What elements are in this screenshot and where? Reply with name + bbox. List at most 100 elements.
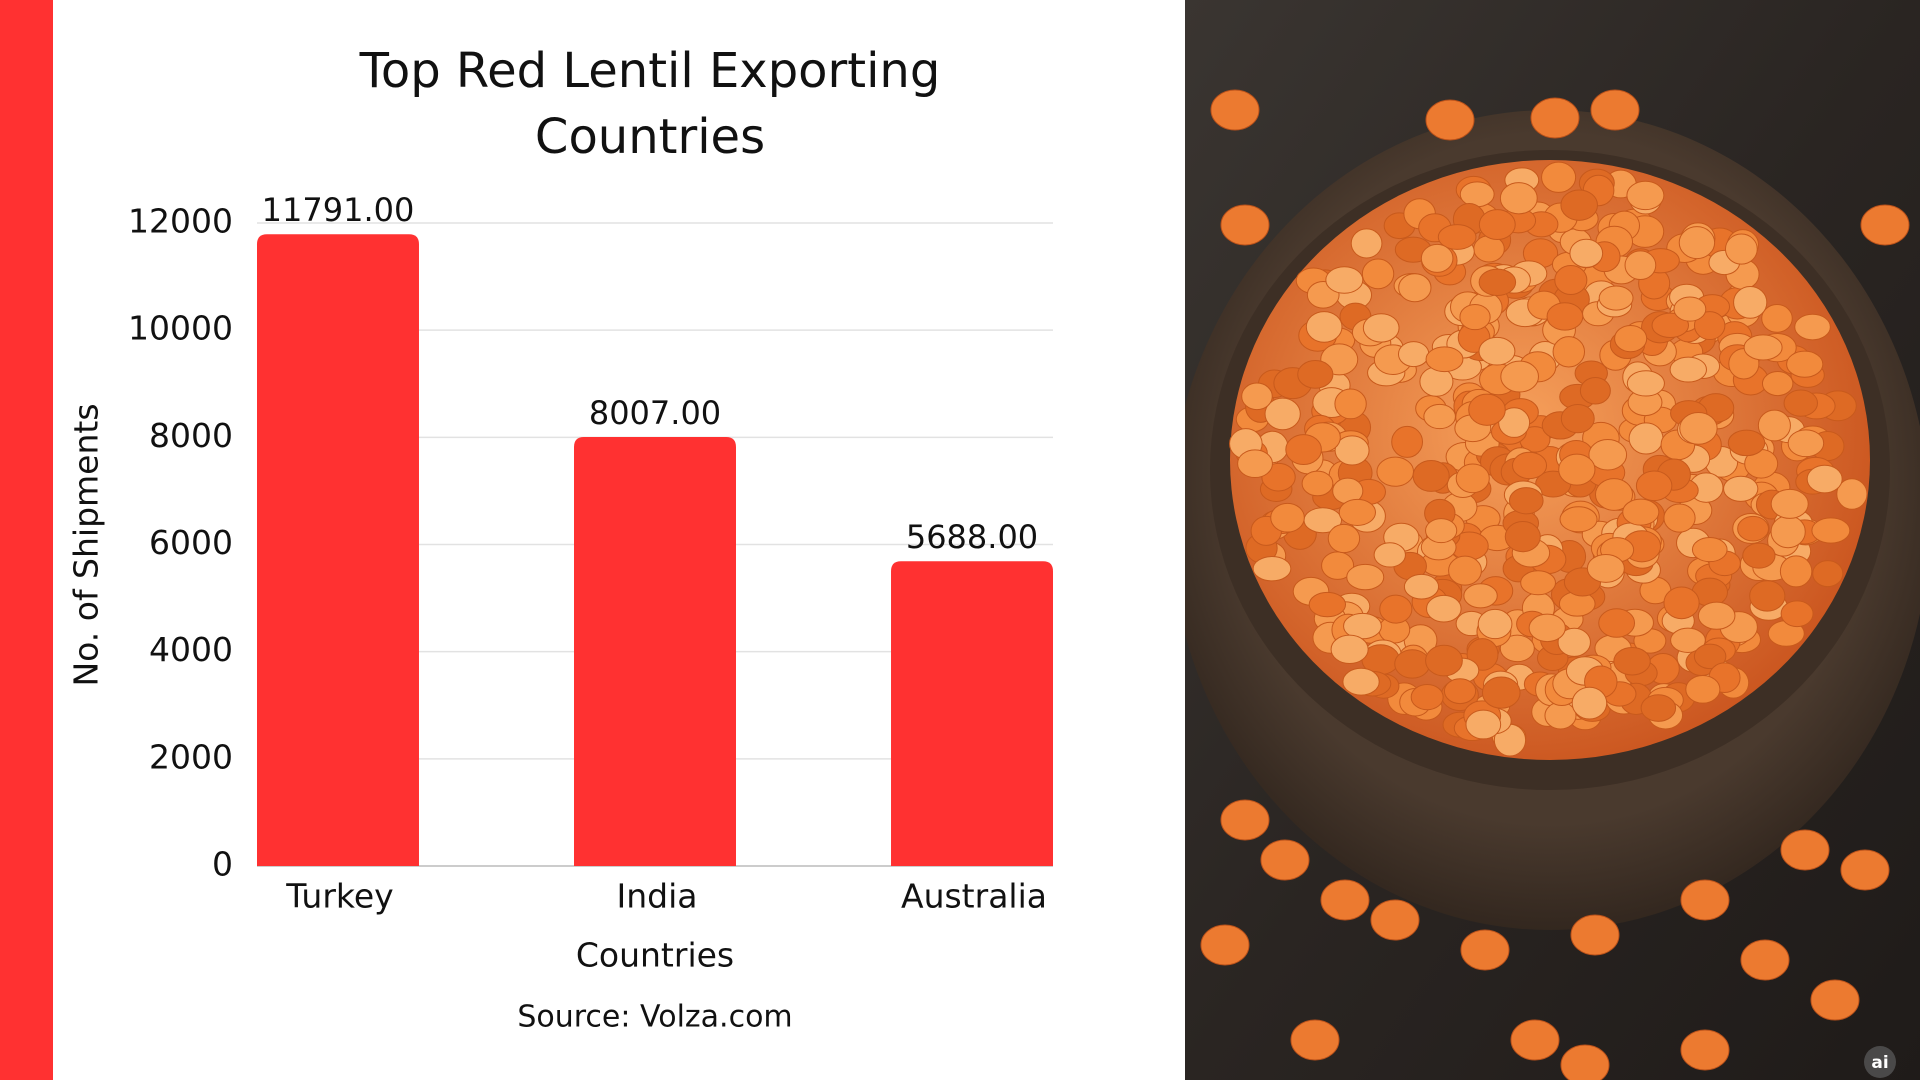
- lentil: [1794, 313, 1831, 341]
- lentil: [1586, 553, 1625, 583]
- y-axis-title: No. of Shipments: [67, 403, 106, 686]
- lentil: [1693, 311, 1726, 341]
- lentil: [1626, 370, 1665, 397]
- lentil: [1780, 600, 1814, 628]
- y-tick-label: 0: [212, 845, 233, 884]
- lentil: [1478, 268, 1517, 296]
- lentil: [1498, 407, 1531, 438]
- bar: [891, 561, 1053, 866]
- loose-lentil: [1210, 89, 1260, 131]
- lentil: [1459, 303, 1491, 331]
- lentil: [1499, 634, 1535, 663]
- lentil: [1559, 506, 1598, 533]
- lentil: [1678, 226, 1716, 260]
- x-tick-label: Turkey: [285, 877, 393, 916]
- lentil: [1724, 233, 1758, 265]
- x-tick-label: Australia: [901, 877, 1047, 916]
- photo-badge: ai: [1871, 1053, 1888, 1073]
- loose-lentil: [1740, 939, 1790, 981]
- loose-lentil: [1680, 879, 1730, 921]
- lentil: [1691, 537, 1728, 563]
- lentil: [1806, 464, 1843, 494]
- value-label: 5688.00: [906, 518, 1038, 556]
- value-label: 8007.00: [589, 394, 721, 432]
- lentil: [1742, 542, 1776, 569]
- lentil: [1541, 161, 1577, 193]
- lentil: [1727, 429, 1766, 457]
- x-tick-label: India: [617, 877, 698, 916]
- lentil: [1663, 503, 1696, 533]
- lentil: [1669, 356, 1707, 383]
- lentil: [1552, 336, 1586, 368]
- lentil: [1468, 393, 1506, 426]
- lentil: [1560, 404, 1595, 434]
- lentil-photo: ai: [1185, 0, 1920, 1080]
- lentil: [1560, 189, 1598, 221]
- lentil: [1391, 425, 1424, 458]
- lentil: [1342, 667, 1380, 696]
- lentil: [1425, 644, 1463, 677]
- lentil: [1579, 376, 1611, 405]
- loose-lentil: [1560, 1044, 1610, 1080]
- lentil: [1569, 238, 1604, 268]
- lentil: [1334, 435, 1370, 466]
- lentil: [1812, 560, 1844, 588]
- lentil: [1520, 570, 1556, 596]
- lentil: [1558, 453, 1596, 486]
- lentil: [1640, 694, 1677, 722]
- lentil: [1420, 243, 1454, 273]
- loose-lentil: [1290, 1019, 1340, 1061]
- lentil: [1330, 634, 1369, 665]
- lentil: [1546, 302, 1584, 331]
- lentil: [1325, 266, 1364, 294]
- lentil: [1412, 459, 1450, 492]
- lentil: [1685, 674, 1721, 704]
- lentil: [1423, 403, 1456, 430]
- lentil: [1811, 517, 1851, 544]
- lentil: [1362, 313, 1400, 343]
- lentil: [1770, 515, 1806, 549]
- lentil: [1499, 182, 1538, 215]
- lentil: [1749, 580, 1786, 612]
- loose-lentil: [1460, 929, 1510, 971]
- lentil: [1598, 608, 1636, 638]
- lentil: [1397, 341, 1430, 368]
- lentil: [1761, 304, 1793, 333]
- accent-strip: [0, 0, 53, 1080]
- lentil: [1437, 224, 1477, 250]
- lentil: [1588, 439, 1628, 471]
- lentil: [1425, 346, 1464, 373]
- loose-lentil: [1260, 839, 1310, 881]
- lentil: [1743, 334, 1783, 361]
- value-label: 11791.00: [262, 191, 415, 229]
- y-tick-label: 4000: [149, 630, 233, 669]
- lentil: [1761, 371, 1794, 397]
- lentil: [1376, 456, 1415, 487]
- lentil: [1663, 586, 1700, 620]
- lentil: [1670, 627, 1706, 653]
- loose-lentil: [1200, 924, 1250, 966]
- lentil: [1697, 601, 1736, 630]
- loose-lentil: [1320, 879, 1370, 921]
- lentil: [1426, 594, 1462, 623]
- y-tick-label: 6000: [149, 523, 233, 562]
- lentil: [1285, 434, 1322, 466]
- loose-lentil: [1220, 204, 1270, 246]
- loose-lentil: [1590, 89, 1640, 131]
- loose-lentil: [1220, 799, 1270, 841]
- y-tick-label: 2000: [149, 737, 233, 776]
- lentil: [1737, 515, 1770, 542]
- y-tick-label: 12000: [128, 202, 233, 241]
- lentil: [1508, 487, 1544, 515]
- loose-lentil: [1425, 99, 1475, 141]
- lentil: [1379, 594, 1413, 624]
- lentil: [1779, 555, 1813, 588]
- lentil: [1394, 649, 1431, 679]
- lentil: [1786, 350, 1824, 378]
- lentil: [1624, 250, 1657, 281]
- lentil: [1443, 678, 1477, 705]
- lentil: [1557, 627, 1591, 657]
- lentil: [1459, 181, 1495, 208]
- lentil: [1410, 683, 1444, 711]
- chart: Countries No. of Shipments Source: Volza…: [67, 191, 1053, 1035]
